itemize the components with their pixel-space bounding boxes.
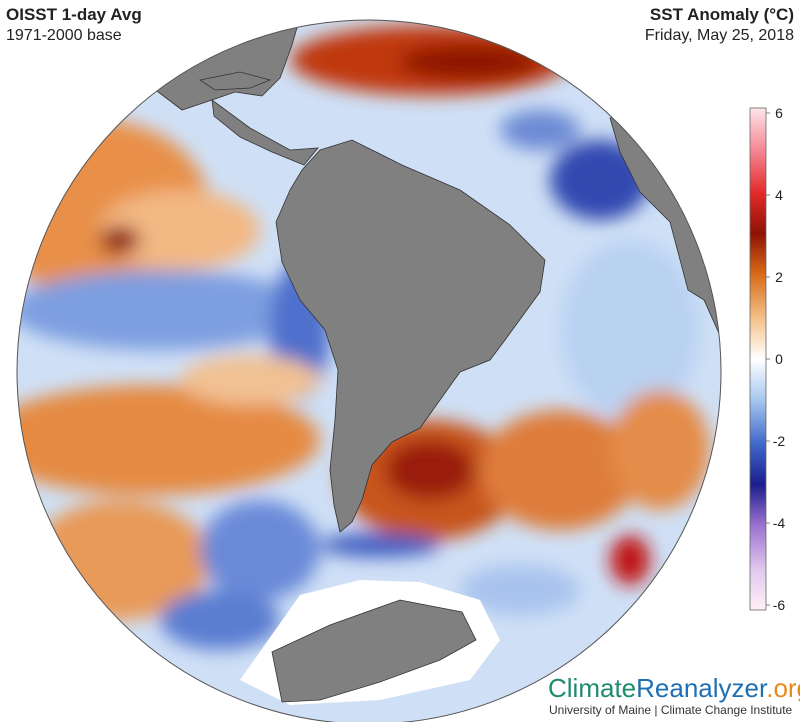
colorbar-tick-label: 2 xyxy=(775,269,783,285)
title: OISST 1-day Avg xyxy=(6,5,142,24)
colorbar-tick-label: 4 xyxy=(775,187,783,203)
south-america xyxy=(275,139,546,533)
credit: University of Maine | Climate Change Ins… xyxy=(549,703,793,717)
logo-part: .org xyxy=(766,673,800,703)
colorbar xyxy=(749,107,767,611)
anomaly-field xyxy=(17,25,710,650)
subtitle: 1971-2000 base xyxy=(6,27,122,44)
colorbar-tick-label: 0 xyxy=(775,351,783,367)
date: Friday, May 25, 2018 xyxy=(645,27,794,44)
logo-part: Reanalyzer xyxy=(636,673,768,703)
logo: ClimateReanalyzer.org xyxy=(548,673,800,703)
colorbar-tick-label: -4 xyxy=(773,515,786,531)
colorbar-tick-label: -2 xyxy=(773,433,786,449)
colorbar-tick-label: 6 xyxy=(775,105,783,121)
logo-part: Climate xyxy=(548,673,636,703)
caribbean xyxy=(198,71,272,91)
central-america xyxy=(211,99,319,166)
antarctica xyxy=(271,599,477,703)
colorbar-tick-label: -6 xyxy=(773,597,786,613)
variable-title: SST Anomaly (°C) xyxy=(650,5,794,24)
